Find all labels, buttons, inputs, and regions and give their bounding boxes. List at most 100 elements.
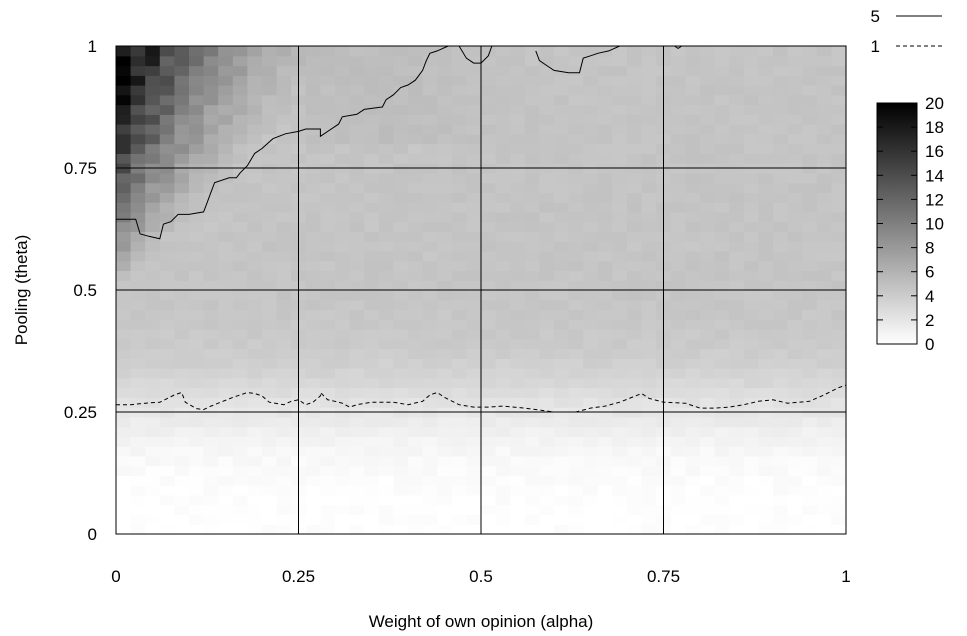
heatmap-cell [802,446,818,457]
heatmap-cell [422,143,438,154]
heatmap-cell [393,368,409,379]
heatmap-cell [218,290,234,301]
heatmap-cell [247,172,263,184]
heatmap-cell [349,231,365,242]
heatmap-cell [714,75,730,86]
heatmap-cell [743,455,759,467]
heatmap-cell [524,387,540,398]
heatmap-cell [802,348,818,359]
heatmap-cell [539,241,555,252]
heatmap-cell [174,153,190,164]
heatmap-cell [393,475,409,486]
heatmap-cell [437,524,453,535]
heatmap-cell [335,250,351,262]
heatmap-cell [247,387,263,398]
heatmap-cell [232,329,248,340]
heatmap-cell [247,290,263,301]
heatmap-cell [714,172,730,184]
heatmap-cell [174,358,190,369]
heatmap-cell [510,426,526,437]
heatmap-cell [159,260,175,272]
heatmap-cell [758,221,774,233]
heatmap-cell [539,124,555,135]
heatmap-cell [408,46,424,57]
heatmap-cell [729,280,745,291]
heatmap-cell [437,182,453,193]
colorbar-tick-label: 20 [925,94,944,113]
heatmap-cell [305,65,321,76]
heatmap-cell [466,250,482,262]
heatmap-cell [364,153,380,164]
heatmap-cell [247,114,263,125]
heatmap-cell [743,55,759,67]
heatmap-cell [262,221,278,233]
heatmap-cell [773,504,789,516]
heatmap-cell [685,475,701,486]
heatmap-cell [189,85,205,96]
heatmap-cell [524,426,540,437]
heatmap-cell [232,221,248,233]
heatmap-cell [320,368,336,379]
heatmap-cell [554,192,570,203]
heatmap-cell [831,260,847,272]
heatmap-cell [583,211,599,223]
heatmap-cell [714,114,730,125]
heatmap-cell [773,250,789,262]
heatmap-cell [524,358,540,369]
heatmap-cell [481,387,497,398]
heatmap-cell [305,231,321,242]
heatmap-cell [700,172,716,184]
heatmap-cell [597,231,613,242]
heatmap-cell [758,329,774,340]
heatmap-cell [787,446,803,457]
heatmap-cell [393,55,409,67]
heatmap-cell [320,231,336,242]
heatmap-cell [247,514,263,525]
heatmap-cell [714,192,730,203]
heatmap-cell [510,280,526,291]
heatmap-cell [422,104,438,115]
heatmap-cell [597,397,613,408]
heatmap-cell [145,416,161,428]
heatmap-cell [364,436,380,447]
heatmap-cell [218,55,234,67]
heatmap-cell [393,192,409,203]
heatmap-cell [802,114,818,125]
heatmap-cell [554,65,570,76]
heatmap-cell [451,94,467,106]
heatmap-cell [335,270,351,281]
heatmap-cell [773,153,789,164]
x-tick-label: 0 [111,567,120,586]
heatmap-cell [641,387,657,398]
heatmap-cell [758,211,774,223]
x-tick-label: 0.75 [647,567,680,586]
heatmap-cell [130,446,146,457]
heatmap-cell [364,182,380,193]
heatmap-cell [583,182,599,193]
heatmap-cell [481,55,497,67]
heatmap-cell [831,319,847,330]
heatmap-cell [335,416,351,428]
heatmap-cell [539,426,555,437]
heatmap-cell [831,397,847,408]
heatmap-cell [481,299,497,311]
heatmap-cell [349,319,365,330]
heatmap-cell [466,94,482,106]
heatmap-cell [539,153,555,164]
heatmap-cell [320,133,336,145]
heatmap-cell [627,290,643,301]
heatmap-cell [218,182,234,193]
heatmap-cell [466,426,482,437]
heatmap-cell [831,348,847,359]
heatmap-cell [773,231,789,242]
heatmap-cell [247,416,263,428]
heatmap-cell [729,485,745,496]
heatmap-cell [787,143,803,154]
heatmap-cell [802,377,818,389]
heatmap-cell [612,202,628,213]
heatmap-cell [802,416,818,428]
heatmap-cell [831,280,847,291]
heatmap-cell [583,143,599,154]
heatmap-cell [451,133,467,145]
heatmap-cell [670,494,686,506]
